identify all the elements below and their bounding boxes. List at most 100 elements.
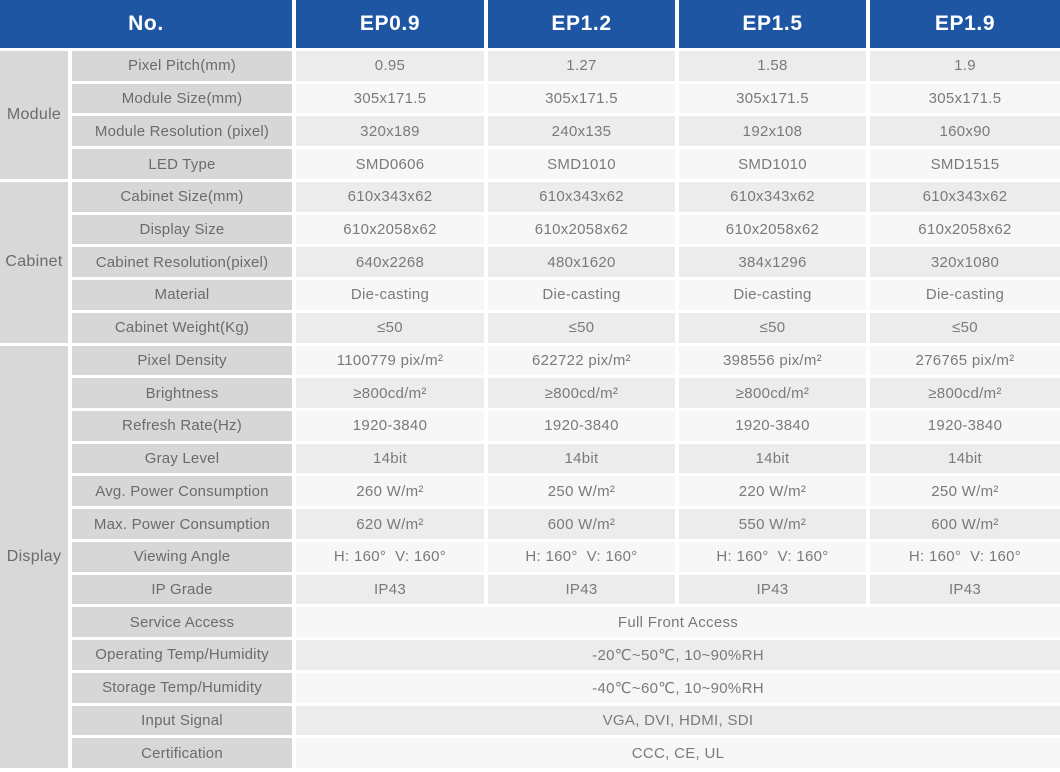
value-cell: 610x2058x62 [296,214,484,245]
category-cell-cabinet: Cabinet [0,181,68,343]
value-cell: 250 W/m² [870,476,1060,507]
row-label-service-access: Service Access [72,607,292,638]
row-label-gray-level: Gray Level [72,443,292,474]
header-cell-no: No. [0,0,292,48]
row-label-module-resolution: Module Resolution (pixel) [72,116,292,147]
row-label-avg-power: Avg. Power Consumption [72,476,292,507]
value-cell: 610x2058x62 [870,214,1060,245]
value-cell: 610x343x62 [679,181,866,212]
row-label-cabinet-size: Cabinet Size(mm) [72,181,292,212]
row-label-module-size: Module Size(mm) [72,83,292,114]
value-cell: 305x171.5 [679,83,866,114]
value-cell: 220 W/m² [679,476,866,507]
value-cell: 622722 pix/m² [488,345,675,376]
value-cell: 192x108 [679,116,866,147]
row-label-refresh-rate: Refresh Rate(Hz) [72,410,292,441]
row-label-max-power: Max. Power Consumption [72,509,292,539]
value-cell: 276765 pix/m² [870,345,1060,376]
value-cell: 610x343x62 [488,181,675,212]
value-cell: IP43 [870,574,1060,605]
value-cell: 14bit [488,443,675,474]
value-cell: IP43 [679,574,866,605]
value-cell: 1920-3840 [488,410,675,441]
value-cell: 610x2058x62 [679,214,866,245]
value-cell: 1920-3840 [679,410,866,441]
category-cell-module: Module [0,51,68,179]
value-cell: 1100779 pix/m² [296,345,484,376]
value-cell: ≥800cd/m² [679,378,866,408]
merged-value-cell: -40℃~60℃, 10~90%RH [296,672,1060,703]
value-cell: 0.95 [296,51,484,81]
value-cell: 550 W/m² [679,509,866,539]
header-cell-ep15: EP1.5 [679,0,866,48]
value-cell: SMD1515 [870,149,1060,179]
value-cell: 384x1296 [679,247,866,278]
row-label-ip-grade: IP Grade [72,574,292,605]
value-cell: 1920-3840 [870,410,1060,441]
merged-value-cell: -20℃~50℃, 10~90%RH [296,640,1060,670]
value-cell: 320x1080 [870,247,1060,278]
row-label-led-type: LED Type [72,149,292,179]
header-cell-ep12: EP1.2 [488,0,675,48]
row-label-pixel-density: Pixel Density [72,345,292,376]
value-cell: 620 W/m² [296,509,484,539]
row-label-cabinet-weight: Cabinet Weight(Kg) [72,312,292,343]
value-cell: IP43 [488,574,675,605]
value-cell: 320x189 [296,116,484,147]
value-cell: Die-casting [870,280,1060,310]
value-cell: 398556 pix/m² [679,345,866,376]
header-cell-ep19: EP1.9 [870,0,1060,48]
value-cell: ≤50 [870,312,1060,343]
row-label-cabinet-resolution: Cabinet Resolution(pixel) [72,247,292,278]
row-label-operating-temp: Operating Temp/Humidity [72,640,292,670]
value-cell: Die-casting [296,280,484,310]
value-cell: 1920-3840 [296,410,484,441]
value-cell: ≥800cd/m² [488,378,675,408]
value-cell: Die-casting [488,280,675,310]
value-cell: ≤50 [488,312,675,343]
value-cell: 640x2268 [296,247,484,278]
value-cell: SMD1010 [679,149,866,179]
header-cell-ep09: EP0.9 [296,0,484,48]
value-cell: 600 W/m² [488,509,675,539]
value-cell: IP43 [296,574,484,605]
value-cell: SMD1010 [488,149,675,179]
row-label-storage-temp: Storage Temp/Humidity [72,672,292,703]
value-cell: 610x343x62 [296,181,484,212]
value-cell: H: 160° V: 160° [870,541,1060,572]
value-cell: 305x171.5 [870,83,1060,114]
value-cell: H: 160° V: 160° [488,541,675,572]
row-label-material: Material [72,280,292,310]
value-cell: 305x171.5 [296,83,484,114]
value-cell: 250 W/m² [488,476,675,507]
value-cell: H: 160° V: 160° [296,541,484,572]
value-cell: 160x90 [870,116,1060,147]
value-cell: ≥800cd/m² [296,378,484,408]
value-cell: 240x135 [488,116,675,147]
merged-value-cell: VGA, DVI, HDMI, SDI [296,705,1060,736]
value-cell: 1.9 [870,51,1060,81]
value-cell: 260 W/m² [296,476,484,507]
row-label-display-size: Display Size [72,214,292,245]
value-cell: SMD0606 [296,149,484,179]
value-cell: H: 160° V: 160° [679,541,866,572]
value-cell: 14bit [679,443,866,474]
value-cell: Die-casting [679,280,866,310]
value-cell: 610x2058x62 [488,214,675,245]
row-label-viewing-angle: Viewing Angle [72,541,292,572]
value-cell: 1.27 [488,51,675,81]
value-cell: 14bit [870,443,1060,474]
merged-value-cell: CCC, CE, UL [296,738,1060,768]
value-cell: 305x171.5 [488,83,675,114]
value-cell: ≤50 [296,312,484,343]
category-cell-display: Display [0,345,68,768]
value-cell: 1.58 [679,51,866,81]
row-label-certification: Certification [72,738,292,768]
row-label-pixel-pitch: Pixel Pitch(mm) [72,51,292,81]
value-cell: 610x343x62 [870,181,1060,212]
value-cell: ≥800cd/m² [870,378,1060,408]
row-label-brightness: Brightness [72,378,292,408]
value-cell: 600 W/m² [870,509,1060,539]
merged-value-cell: Full Front Access [296,607,1060,638]
